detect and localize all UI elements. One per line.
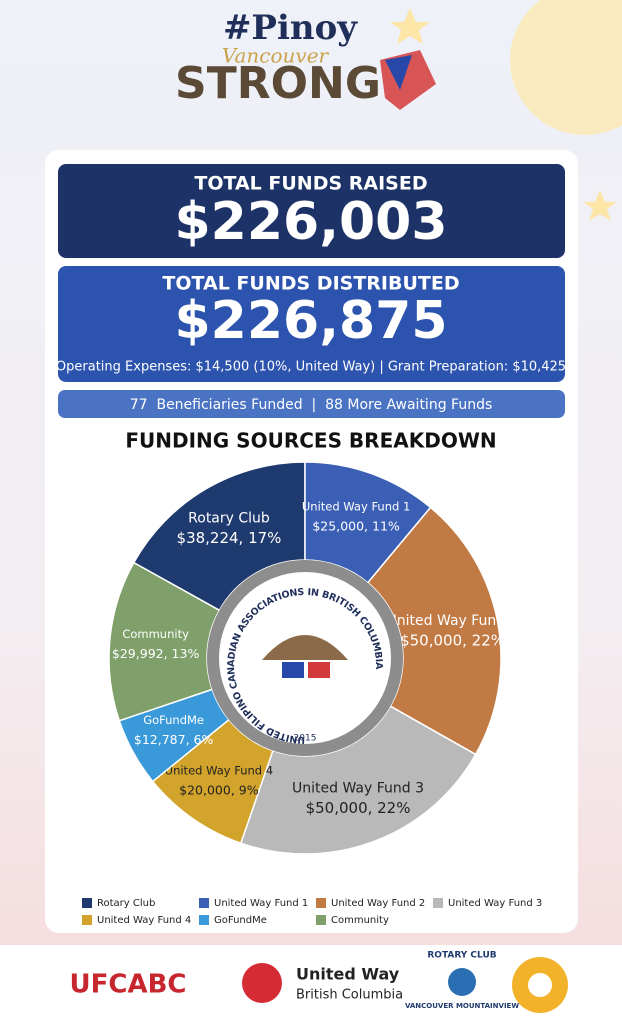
- raised-amount: $226,003: [174, 192, 447, 252]
- star: [390, 8, 430, 44]
- legend-label: GoFundMe: [214, 915, 267, 926]
- segment-value-label: $12,787, 6%: [134, 732, 214, 747]
- hashtag: #Pinoy: [223, 8, 358, 48]
- city: Vancouver: [222, 44, 330, 68]
- rotary-club-logo: [448, 968, 476, 996]
- flag-accent: [385, 55, 412, 90]
- legend-swatch: [316, 915, 326, 925]
- legend: Rotary Club United Way Fund 1 United Way F…: [82, 898, 542, 926]
- distributed-box: [58, 266, 565, 382]
- legend-label: United Way Fund 4: [97, 915, 191, 926]
- chart-title: FUNDING SOURCES BREAKDOWN: [125, 429, 496, 453]
- donut: Rotary Club $38,224, 17% United Way Fund 1…: [108, 461, 519, 855]
- star: [583, 190, 617, 221]
- legend-swatch: [82, 898, 92, 908]
- segment-value-label: $29,992, 13%: [112, 646, 200, 661]
- logo-hut: [262, 635, 348, 660]
- legend-swatch: [433, 898, 443, 908]
- segment-label: United Way Fund 2: [387, 613, 519, 629]
- brand: STRONG: [175, 58, 381, 109]
- footer-rotary-club: VANCOUVER MOUNTAINVIEW: [405, 1002, 519, 1010]
- legend-swatch: [199, 898, 209, 908]
- raised-box: [58, 164, 565, 258]
- segment-value-label: $25,000, 11%: [312, 518, 400, 533]
- logo-year: 2015: [294, 734, 317, 744]
- segment-label: Rotary Club: [188, 511, 270, 527]
- segment-value-label: $50,000, 22%: [400, 632, 505, 650]
- footer-united-way-region: British Columbia: [296, 988, 403, 1003]
- united-way-logo: [242, 963, 282, 1003]
- segment-label: Community: [122, 627, 189, 641]
- sun: [510, 0, 622, 135]
- segment-label: United Way Fund 4: [165, 763, 273, 777]
- footer-united-way: United Way: [296, 965, 400, 984]
- legend-label: Rotary Club: [97, 898, 155, 909]
- segment-label: United Way Fund 1: [302, 499, 410, 513]
- expenses-note: Operating Expenses: $14,500 (10%, United…: [56, 360, 566, 375]
- legend-swatch: [316, 898, 326, 908]
- logo-flag: [282, 662, 304, 678]
- legend-label: Community: [331, 915, 389, 926]
- segment-value-label: $20,000, 9%: [179, 782, 259, 797]
- footer-org: UFCABC: [70, 970, 187, 1000]
- segment-value-label: $50,000, 22%: [306, 799, 411, 817]
- legend-label: United Way Fund 3: [448, 898, 542, 909]
- legend-label: United Way Fund 2: [331, 898, 425, 909]
- legend-swatch: [199, 915, 209, 925]
- legend-swatch: [82, 915, 92, 925]
- segment-label: GoFundMe: [143, 713, 204, 727]
- segment-value-label: $38,224, 17%: [177, 529, 282, 547]
- rotary-wheel-hub: [528, 973, 552, 997]
- raised-label: TOTAL FUNDS RAISED: [194, 173, 427, 195]
- footer-rotary: ROTARY CLUB: [427, 951, 496, 961]
- beneficiaries: 77 Beneficiaries Funded | 88 More Awaiti…: [130, 397, 493, 413]
- logo-flag: [308, 662, 330, 678]
- beneficiaries-bar: [58, 390, 565, 418]
- legend-label: United Way Fund 1: [214, 898, 308, 909]
- distributed-amount: $226,875: [174, 291, 447, 351]
- distributed-label: TOTAL FUNDS DISTRIBUTED: [162, 273, 459, 295]
- segment-label: United Way Fund 3: [292, 780, 424, 796]
